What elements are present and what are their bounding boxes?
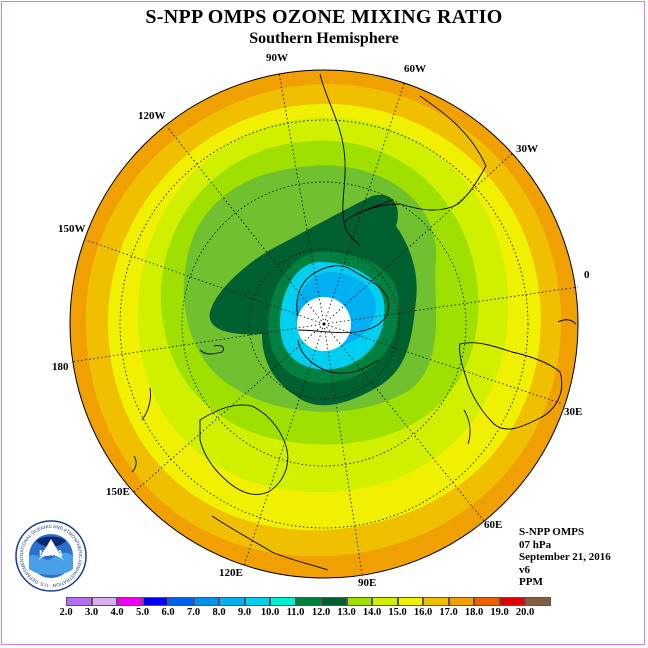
south-pole	[322, 322, 326, 326]
graticule	[70, 72, 579, 575]
colorbar-swatch	[66, 597, 92, 606]
colorbar-swatch	[219, 597, 245, 606]
colorbar-ticks: 2.0 3.0 4.0 5.0 6.0 7.0 8.0 9.0 10.0 11.0 12.0 13.0…	[0, 607, 648, 621]
colorbar-swatch	[142, 597, 168, 606]
lon-label-150e: 150E	[106, 486, 130, 498]
colorbar-swatch	[346, 597, 372, 606]
colorbar-tick-label: 7.0	[186, 607, 201, 618]
colorbar-tick-label: 9.0	[237, 607, 252, 618]
info-block: S-NPP OMPS 07 hPa September 21, 2016 v6 …	[519, 526, 611, 589]
page-title: S-NPP OMPS OZONE MIXING RATIO	[145, 6, 503, 28]
colorbar-tick-label: 5.0	[135, 607, 150, 618]
lon-label-150w: 150W	[58, 223, 86, 235]
colorbar-swatch	[499, 597, 525, 606]
colorbar-swatch	[423, 597, 449, 606]
colorbar-tick-label: 15.0	[388, 607, 407, 618]
date-text: September 21, 2016	[519, 551, 611, 563]
colorbar-swatch	[525, 597, 551, 606]
colorbar-swatch	[397, 597, 423, 606]
lon-label-30w: 30W	[516, 143, 538, 155]
logo-text: NOAA	[39, 549, 63, 558]
colorbar-tick-label: 8.0	[212, 607, 226, 618]
lon-label-120w: 120W	[138, 110, 166, 122]
colorbar-tick-label: 3.0	[84, 607, 99, 618]
colorbar-swatch	[372, 597, 398, 606]
lon-label-30e: 30E	[564, 406, 582, 418]
lon-label-180: 180	[52, 361, 69, 373]
noaa-logo: NOAA NATIONAL OCEANIC AND ATMOSPHERIC AD…	[12, 515, 88, 598]
lon-label-90e: 90E	[358, 577, 376, 589]
colorbar-tick-label: 18.0	[464, 607, 484, 618]
units-text: PPM	[519, 576, 543, 588]
map-border	[69, 69, 579, 579]
colorbar-swatch	[91, 597, 117, 606]
colorbar-swatch	[448, 597, 474, 606]
colorbar-swatch	[168, 597, 194, 606]
colorbar-tick-label: 17.0	[439, 607, 458, 618]
lon-label-60w: 60W	[404, 63, 426, 75]
colorbar-swatch	[244, 597, 270, 606]
lon-label-0: 0	[584, 269, 590, 281]
colorbar-tick-label: 11.0	[286, 607, 305, 618]
colorbar-tick-label: 4.0	[110, 607, 124, 618]
version-text: v6	[519, 563, 530, 576]
coastlines	[131, 73, 577, 571]
colorbar-tick-label: 10.0	[260, 607, 280, 618]
lon-label-120e: 120E	[219, 567, 243, 579]
colorbar-swatch	[117, 597, 143, 606]
colorbar-tick-label: 16.0	[413, 607, 433, 618]
instrument-text: S-NPP OMPS	[519, 526, 585, 538]
colorbar-swatch	[474, 597, 500, 606]
ozone-field	[70, 70, 578, 578]
colorbar-tick-label: 2.0	[59, 607, 73, 618]
colorbar-tick-label: 19.0	[490, 607, 509, 618]
level-text: 07 hPa	[519, 538, 552, 551]
colorbar-swatch	[321, 597, 347, 606]
colorbar-tick-label: 12.0	[311, 607, 331, 618]
page-subtitle: Southern Hemisphere	[249, 30, 399, 47]
lon-label-90w: 90W	[266, 52, 288, 64]
colorbar	[66, 597, 551, 606]
colorbar-swatch	[295, 597, 321, 606]
colorbar-tick-label: 6.0	[161, 607, 175, 618]
colorbar-tick-label: 13.0	[337, 607, 356, 618]
colorbar-tick-label: 14.0	[362, 607, 382, 618]
colorbar-tick-label: 20.0	[515, 607, 535, 618]
colorbar-swatch	[270, 597, 296, 606]
colorbar-swatch	[193, 597, 219, 606]
lon-label-60e: 60E	[484, 519, 502, 531]
